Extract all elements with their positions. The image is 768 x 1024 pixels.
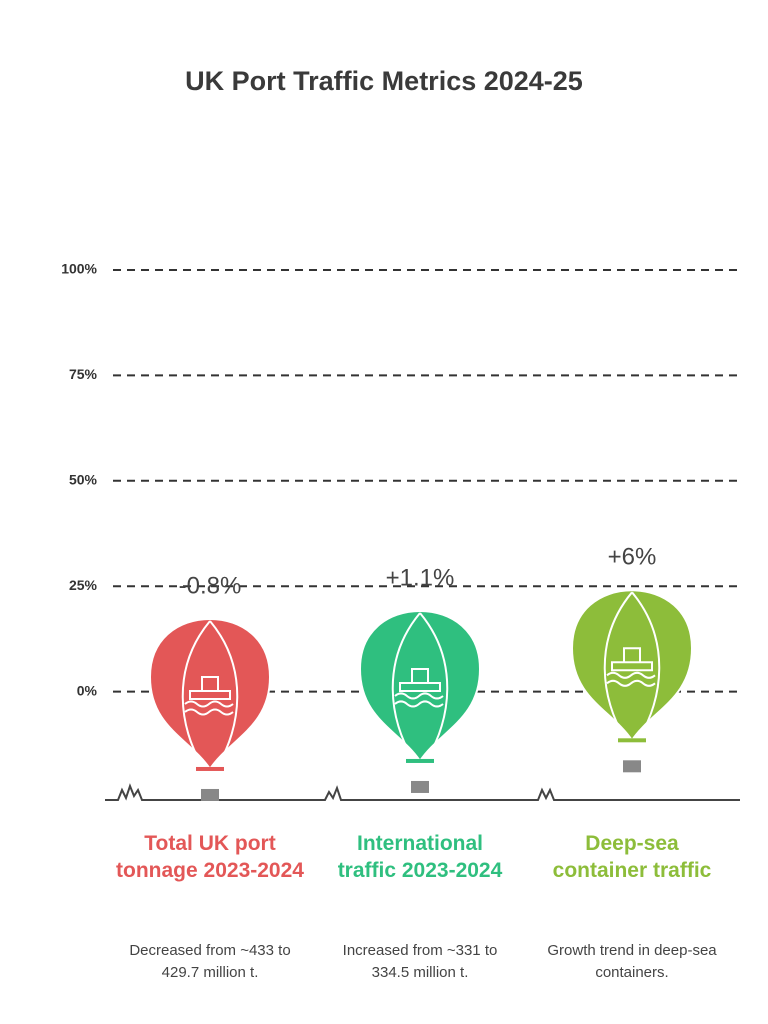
balloon-seams [391, 612, 449, 758]
balloon-icon [394, 667, 444, 708]
balloon-neck [618, 738, 646, 743]
value-label: -0.8% [179, 572, 242, 599]
value-label: +6% [608, 544, 657, 571]
balloon-seams [181, 620, 239, 766]
description: Growth trend in deep-sea containers. [547, 942, 717, 981]
balloon-neck [406, 758, 434, 763]
category-label: Deep-sea container traffic [552, 832, 712, 882]
y-tick-label: 100% [61, 261, 97, 277]
description: Increased from ~331 to 334.5 million t. [342, 942, 498, 981]
basket [411, 780, 429, 793]
y-tick-label: 25% [69, 577, 98, 593]
y-tick-label: 0% [77, 682, 98, 698]
balloon-seams [603, 591, 661, 737]
category-label: International traffic 2023-2024 [337, 832, 503, 882]
basket [623, 760, 641, 773]
description: Decreased from ~433 to 429.7 million t. [129, 942, 291, 981]
category-label: Total UK port tonnage 2023-2024 [116, 832, 304, 882]
balloon-neck [196, 766, 224, 771]
balloon [148, 617, 272, 771]
balloon [358, 609, 482, 763]
value-label: +1.1% [386, 564, 455, 591]
basket [201, 788, 219, 801]
y-tick-label: 75% [69, 366, 98, 382]
balloon-icon [606, 647, 656, 687]
chart-title: UK Port Traffic Metrics 2024-25 [185, 66, 583, 96]
ground-line [105, 783, 740, 801]
balloon-icon [184, 675, 234, 716]
balloon [570, 589, 694, 743]
y-tick-label: 50% [69, 472, 98, 488]
